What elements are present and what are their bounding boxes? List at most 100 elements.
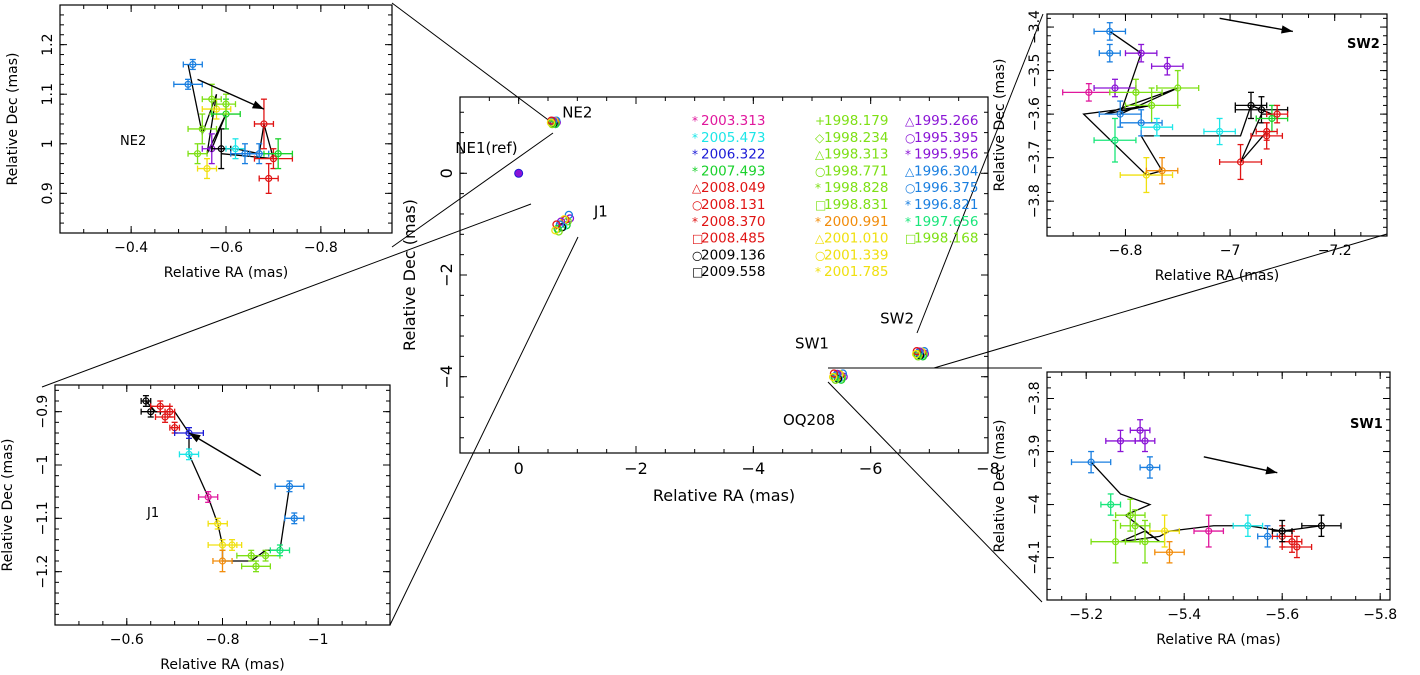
legend-marker: △ (815, 148, 825, 162)
component-marker (829, 369, 839, 378)
sw2-y-tick-label: −3.6 (1027, 97, 1043, 131)
sw1-marker (1263, 532, 1272, 540)
sw1-marker (1131, 522, 1139, 530)
legend-marker: * (692, 148, 698, 162)
j1-marker (228, 541, 236, 549)
main-x-axis-label: Relative RA (mas) (653, 486, 795, 505)
legend-entry: * 2007.493 (692, 163, 765, 179)
legend-marker: □ (692, 265, 703, 279)
panel-connector-line (916, 13, 1044, 334)
legend-label: 1995.956 (914, 147, 978, 163)
legend-label: 2001.339 (824, 247, 888, 263)
j1-data-point (221, 539, 243, 551)
legend-entry: * 1995.956 (905, 147, 978, 163)
sw2-data-point (1145, 156, 1179, 185)
legend-entry: ○1996.375 (905, 180, 978, 196)
sw2-marker (1153, 123, 1161, 131)
sw2-marker (1106, 49, 1114, 57)
sw2-data-point (1119, 156, 1174, 194)
legend-marker: ○ (692, 248, 702, 262)
sw1-motion-arrow-head (1265, 466, 1278, 475)
sw1-marker (1205, 527, 1213, 535)
sw2-marker (1116, 110, 1124, 118)
legend-entry: * 1998.828 (815, 180, 888, 196)
sw1-marker (1107, 500, 1115, 509)
sw2-x-tick-label: −7 (1220, 243, 1241, 259)
legend-label: 1998.179 (824, 113, 888, 129)
main-x-tick-label: −8 (976, 459, 1000, 478)
legend-label: 1998.234 (824, 130, 888, 146)
legend-entry: △ 2008.049 (692, 180, 765, 196)
panel-connector-line (41, 203, 532, 388)
legend-marker: □ (905, 232, 916, 246)
sw2-x-tick-label: −6.8 (1108, 243, 1142, 259)
sw2-data-point (1266, 104, 1289, 124)
sw2-component-label: SW2 (1347, 37, 1380, 52)
sw1-data-point (1129, 419, 1151, 442)
ne2-marker (203, 164, 211, 173)
legend-label: 1998.828 (824, 180, 888, 196)
legend-entry: +1998.179 (815, 113, 888, 129)
ne2-marker (241, 150, 249, 158)
sw1-data-point (1149, 514, 1180, 548)
legend-entry: * 2000.991 (815, 214, 888, 230)
legend-entry: △ 2001.010 (815, 231, 888, 247)
component-label-ne2: NE2 (562, 103, 592, 121)
j1-data-point (284, 512, 305, 525)
legend-entry: ◇ 1998.234 (815, 130, 888, 146)
legend-entry: * 2003.313 (692, 113, 765, 129)
j1-marker (252, 562, 260, 570)
sw1-data-point (1124, 519, 1166, 564)
j1-motion-track (145, 400, 291, 562)
ne2-y-tick-label: 0.9 (40, 182, 56, 204)
sw2-data-point (1124, 87, 1179, 124)
legend-label: 1995.395 (914, 130, 978, 146)
sw2-data-point (1150, 56, 1184, 76)
legend-entry: * 1996.821 (905, 197, 978, 213)
legend-marker: □ (692, 232, 703, 246)
ne2-marker (189, 60, 197, 69)
legend-label: 2005.473 (701, 130, 765, 146)
legend-label: 2008.131 (701, 197, 765, 213)
panel-connector-line (933, 233, 1388, 369)
legend-entry: △ 1996.304 (905, 163, 978, 179)
sw1-data-point (1193, 514, 1225, 548)
sw2-marker (1263, 127, 1271, 136)
ne2-data-point (215, 93, 237, 115)
component-label-j1: J1 (593, 203, 608, 221)
legend-entry: □2008.485 (692, 231, 765, 247)
sw1-marker (1126, 511, 1134, 519)
component-ne2 (546, 116, 561, 129)
sw1-data-point (1070, 450, 1112, 474)
sw2-y-tick-label: −3.5 (1027, 54, 1043, 88)
ne2-component-label: NE2 (120, 134, 146, 149)
j1-y-axis-label: Relative Dec (mas) (0, 439, 16, 572)
ne2-y-tick-label: 1.2 (40, 34, 56, 56)
component-marker (546, 118, 556, 127)
component-marker (551, 226, 560, 235)
sw2-motion-arrow (1219, 17, 1293, 33)
legend-marker: * (692, 131, 698, 145)
sw2-data-point (1124, 43, 1158, 63)
ne2-marker (260, 120, 268, 128)
j1-data-point (140, 395, 152, 407)
sw1-y-axis-label: Relative Dec (mas) (992, 420, 1008, 553)
sw1-data-point (1232, 514, 1264, 538)
sw2-zoom-panel: −6.8 −7 −7.2 −3.4 −3.5 −3.6 −3.7 −3.8 Relative R… (992, 10, 1388, 284)
legend-label: 2001.010 (824, 231, 888, 247)
legend-marker: * (905, 198, 911, 212)
sw2-x-axis-label: Relative RA (mas) (1155, 268, 1280, 284)
sw1-marker (1116, 437, 1125, 445)
sw1-x-tick-label: −5.6 (1265, 607, 1299, 623)
component-label-ne1ref: NE1(ref) (455, 139, 517, 157)
j1-data-point (178, 448, 200, 461)
ne2-data-point (263, 138, 294, 170)
j1-y-tick-label: −1 (35, 455, 51, 476)
sw2-marker (1111, 136, 1119, 144)
sw2-data-point (1093, 78, 1137, 98)
ne2-y-axis-label: Relative Dec (mas) (5, 53, 21, 186)
legend-label: 2008.370 (701, 214, 765, 230)
sw2-y-axis-label: Relative Dec (mas) (992, 59, 1008, 192)
sw2-marker (1106, 27, 1114, 36)
sw1-marker (1160, 527, 1169, 535)
